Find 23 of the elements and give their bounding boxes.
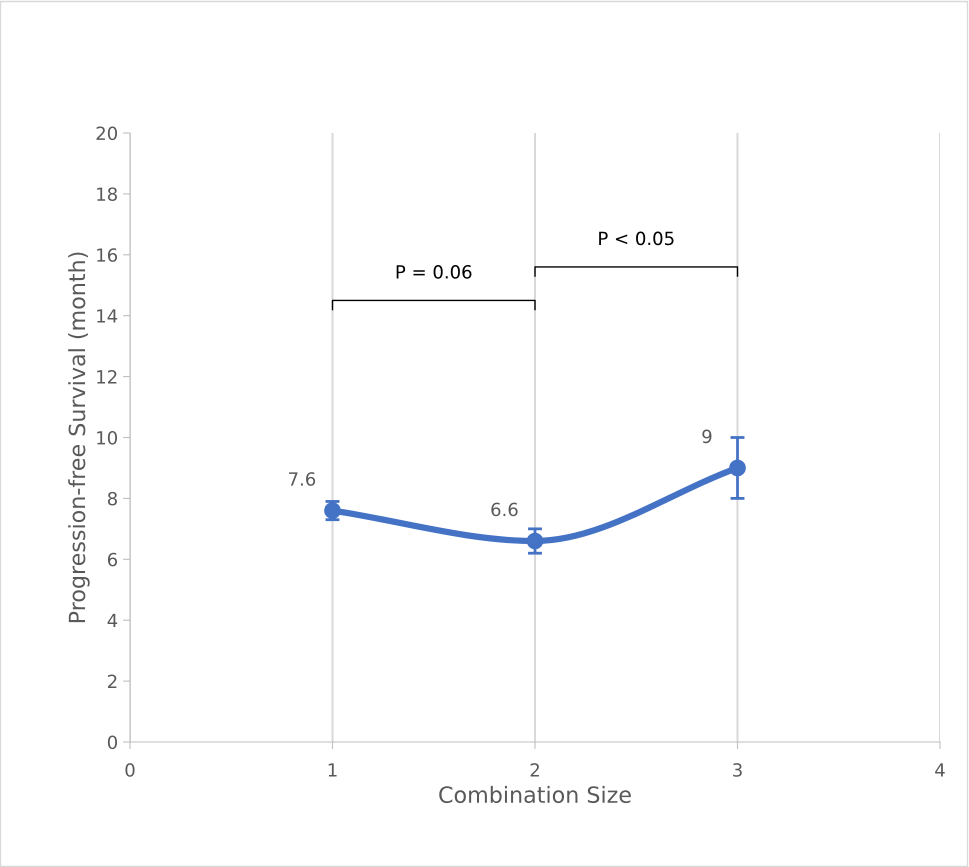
y-tick-label: 20 [96, 126, 117, 140]
y-tick-label: 2 [108, 674, 116, 688]
x-tick-label: 2 [530, 763, 539, 777]
x-tick-label: 1 [328, 763, 337, 777]
y-tick-label: 10 [97, 430, 117, 445]
annotation: P < 0.05 [599, 232, 674, 246]
x-tick-label: 4 [935, 763, 945, 777]
x-axis-title: Combination Size [439, 786, 631, 804]
y-tick-label: 4 [108, 614, 118, 628]
data-label: 6.6 [491, 502, 518, 516]
x-tick-label: 3 [733, 763, 742, 777]
y-tick-label: 6 [108, 552, 118, 566]
y-axis-title: Progression-free Survival (month) [68, 252, 90, 622]
y-tick-label: 12 [97, 370, 116, 384]
y-tick-label: 8 [108, 492, 117, 506]
y-tick-label: 0 [108, 735, 117, 750]
annotation: P = 0.06 [396, 265, 472, 279]
data-label: 7.6 [289, 472, 316, 486]
y-tick-label: 16 [97, 248, 118, 262]
x-tick-label: 0 [125, 763, 135, 777]
y-tick-label: 14 [97, 309, 118, 323]
y-tick-label: 18 [97, 187, 117, 202]
data-label: 9 [702, 430, 712, 444]
